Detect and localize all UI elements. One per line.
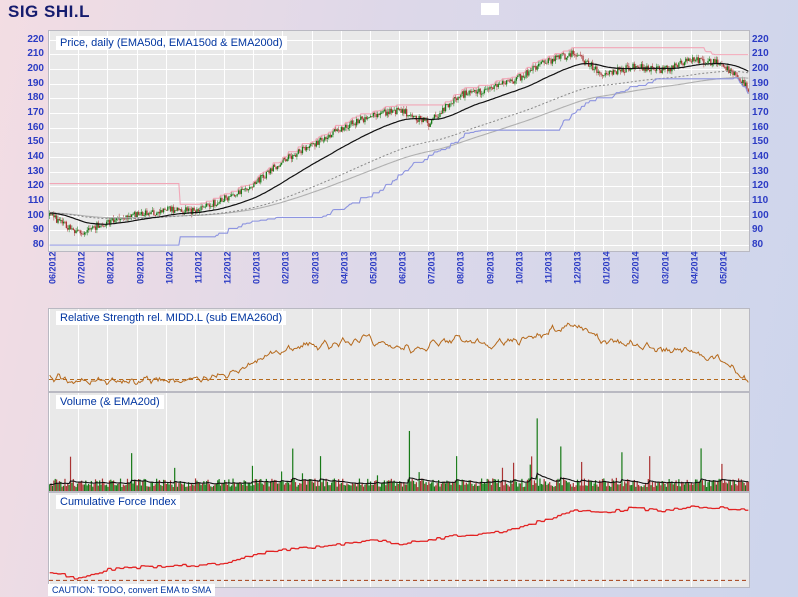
x-tick-label: 11/2012	[193, 251, 204, 284]
price-y-tick-left: 150	[27, 136, 44, 147]
price-y-tick-left: 210	[27, 48, 44, 59]
x-tick-label: 07/2012	[76, 251, 87, 285]
price-panel-label: Price, daily (EMA50d, EMA150d & EMA200d)	[56, 36, 287, 50]
price-y-tick-left: 200	[27, 63, 44, 74]
cumulative-force-index-panel-label: Cumulative Force Index	[56, 495, 181, 509]
price-chart-canvas	[49, 31, 749, 251]
caution-note: CAUTION: TODO, convert EMA to SMA	[48, 584, 216, 596]
x-tick-label: 01/2014	[601, 251, 612, 285]
price-y-tick-right: 120	[752, 180, 769, 191]
price-y-tick-left: 80	[32, 239, 44, 250]
price-y-tick-right: 200	[752, 63, 769, 74]
price-y-tick-left: 120	[27, 180, 44, 191]
price-y-tick-left: 190	[27, 78, 44, 89]
price-y-tick-left: 130	[27, 166, 44, 177]
header-box	[481, 3, 499, 15]
volume-panel-label: Volume (& EMA20d)	[56, 395, 164, 409]
price-y-tick-left: 140	[27, 151, 44, 162]
x-tick-label: 06/2012	[47, 251, 58, 285]
volume-chart-canvas	[49, 393, 749, 491]
price-y-tick-right: 90	[752, 224, 764, 235]
price-y-tick-right: 160	[752, 122, 769, 133]
x-tick-label: 04/2014	[689, 251, 700, 285]
price-y-tick-right: 220	[752, 34, 769, 45]
x-tick-label: 05/2013	[368, 251, 379, 285]
x-tick-label: 10/2013	[514, 251, 525, 285]
price-y-tick-right: 210	[752, 48, 769, 59]
price-y-tick-right: 180	[752, 92, 769, 103]
x-tick-label: 03/2013	[310, 251, 320, 285]
x-tick-label: 09/2012	[135, 251, 145, 285]
price-y-tick-left: 100	[27, 210, 44, 221]
x-tick-label: 04/2013	[339, 251, 350, 285]
x-tick-label: 08/2013	[455, 251, 466, 285]
x-tick-label: 02/2013	[280, 251, 291, 285]
x-tick-label: 08/2012	[105, 251, 116, 285]
price-y-tick-right: 150	[752, 136, 769, 147]
price-y-tick-left: 180	[27, 92, 44, 103]
volume-panel: Volume (& EMA20d)	[48, 392, 750, 492]
x-tick-label: 10/2012	[164, 251, 175, 285]
price-y-tick-left: 170	[27, 107, 44, 118]
price-y-tick-left: 220	[27, 34, 44, 45]
x-tick-label: 06/2013	[397, 251, 408, 285]
price-panel: Price, daily (EMA50d, EMA150d & EMA200d)	[48, 30, 750, 252]
x-tick-label: 02/2014	[630, 251, 641, 285]
relative-strength-panel: Relative Strength rel. MIDD.L (sub EMA26…	[48, 308, 750, 392]
x-tick-label: 07/2013	[426, 251, 437, 285]
x-tick-label: 05/2014	[718, 251, 729, 285]
price-y-tick-right: 100	[752, 210, 769, 221]
page-title: SIG SHI.L	[8, 2, 90, 21]
price-y-tick-left: 110	[27, 195, 44, 206]
price-y-tick-left: 90	[32, 224, 44, 235]
price-y-tick-left: 160	[27, 122, 44, 133]
price-y-tick-right: 130	[752, 166, 769, 177]
price-y-tick-right: 140	[752, 151, 769, 162]
price-y-tick-right: 190	[752, 78, 769, 89]
x-tick-label: 12/2013	[572, 251, 583, 285]
relative-strength-panel-label: Relative Strength rel. MIDD.L (sub EMA26…	[56, 311, 287, 325]
x-tick-label: 09/2013	[485, 251, 495, 285]
x-tick-label: 11/2013	[543, 251, 554, 284]
cumulative-force-index-panel: Cumulative Force Index	[48, 492, 750, 588]
x-tick-label: 01/2013	[251, 251, 262, 285]
x-tick-label: 03/2014	[660, 251, 670, 285]
price-y-tick-right: 110	[752, 195, 769, 206]
price-y-tick-right: 80	[752, 239, 764, 250]
x-tick-label: 12/2012	[222, 251, 233, 285]
price-y-tick-right: 170	[752, 107, 769, 118]
